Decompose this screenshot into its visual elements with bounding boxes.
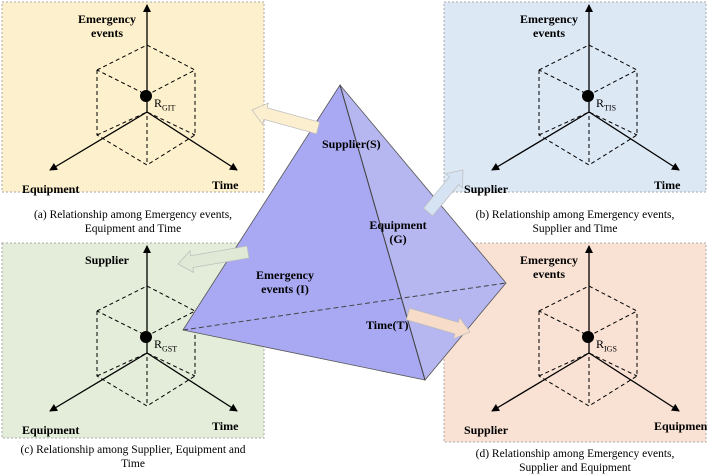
point-subscript: TIS [604, 103, 617, 113]
axis [49, 111, 148, 171]
axis-right-label: Time [654, 178, 681, 192]
point [582, 331, 594, 343]
cube-edge [96, 70, 196, 166]
point-subscript: IGS [604, 344, 617, 354]
cube-edge [538, 311, 638, 407]
axis-right-label: Time [212, 419, 239, 433]
axis [146, 352, 238, 412]
cube-edge [538, 285, 639, 337]
panel [443, 1, 707, 193]
caption: (a) Relationship among Emergency events,… [33, 209, 233, 235]
point [140, 90, 152, 102]
point [140, 331, 152, 343]
axis-left-label: Supplier [464, 423, 509, 437]
cube-edge [96, 311, 196, 407]
axis-top-label: Emergency events [78, 12, 136, 40]
axis-right-label: Time [212, 178, 239, 192]
panel [1, 1, 265, 193]
axis-right-label: Equipment [654, 419, 708, 433]
edge [339, 84, 426, 381]
axis [491, 111, 590, 171]
caption: (b) Relationship among Emergency events,… [475, 209, 675, 235]
axis [146, 111, 238, 171]
cube-edge [538, 70, 638, 166]
point [582, 90, 594, 102]
axis [588, 352, 680, 412]
link-arrow [422, 169, 464, 217]
axis [588, 111, 680, 171]
point-label: RIGS [596, 337, 617, 354]
axis-top-label: Emergency events [520, 12, 578, 40]
axis-left-label: Equipment [22, 423, 80, 437]
point-subscript: GST [162, 344, 178, 354]
axis [49, 352, 148, 412]
link-arrow [177, 245, 250, 274]
point-label: RGST [154, 337, 178, 354]
cube-edge [96, 285, 197, 337]
vertex-label: Emergency events (I) [256, 268, 314, 296]
vertex-label: Supplier(S) [322, 137, 381, 151]
vertex-label: Equipment (G) [369, 218, 427, 246]
cube-edge [96, 44, 197, 96]
caption: (c) Relationship among Supplier, Equipme… [20, 444, 246, 470]
point-subscript: GIT [162, 103, 176, 113]
axis-left-label: Equipment [22, 182, 80, 196]
axis-top-label: Emergency events [520, 253, 578, 281]
axis-left-label: Supplier [464, 182, 509, 196]
link-arrow [251, 102, 321, 135]
hidden-edge [182, 282, 507, 331]
point-label: RTIS [596, 96, 617, 113]
point-label: RGIT [154, 96, 176, 113]
cube-edge [538, 44, 639, 96]
axis-top-label: Supplier [84, 253, 129, 267]
caption: (d) Relationship among Emergency events,… [475, 448, 675, 474]
vertex-label: Time(T) [366, 318, 409, 332]
axis [491, 352, 590, 412]
link-arrow [405, 307, 471, 340]
